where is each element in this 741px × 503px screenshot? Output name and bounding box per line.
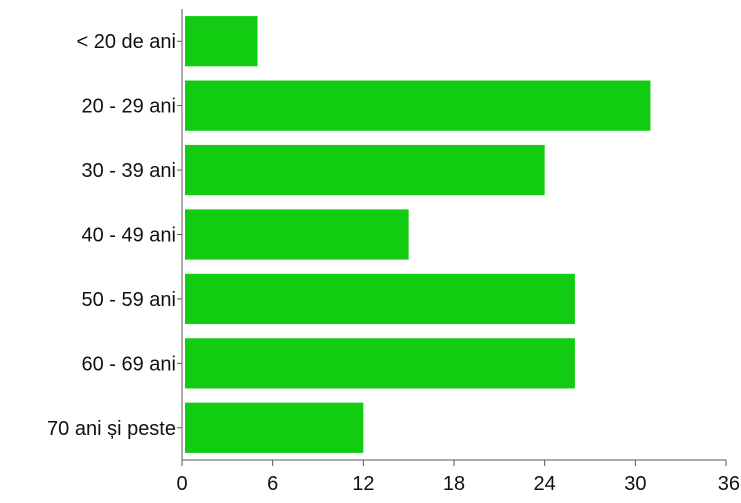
x-tick-label-4: 24 [534,473,556,495]
y-tick-label-5: 60 - 69 ani [81,353,176,375]
labels-layer: < 20 de ani 20 - 29 ani 30 - 39 ani 40 - 49… [47,31,740,495]
x-tick-label-1: 6 [267,473,278,495]
bars-layer [185,16,651,453]
y-tick-label-0: < 20 de ani [76,31,176,53]
x-tick-label-6: 36 [718,473,740,495]
bar-3 [185,209,409,260]
bar-6 [185,402,364,453]
y-tick-label-3: 40 - 49 ani [81,225,176,247]
y-tick-label-1: 20 - 29 ani [81,96,176,118]
bar-5 [185,338,575,389]
bar-0 [185,16,258,67]
x-tick-label-2: 12 [352,473,374,495]
y-tick-label-6: 70 ani și peste [47,418,176,440]
y-tick-label-2: 30 - 39 ani [81,160,176,182]
axes-layer [177,9,727,466]
bar-2 [185,144,545,196]
bar-1 [185,80,651,131]
x-tick-label-3: 18 [443,473,465,495]
x-tick-label-0: 0 [176,473,187,495]
bar-4 [185,273,575,325]
y-tick-label-4: 50 - 59 ani [81,289,176,311]
x-tick-label-5: 30 [624,473,646,495]
